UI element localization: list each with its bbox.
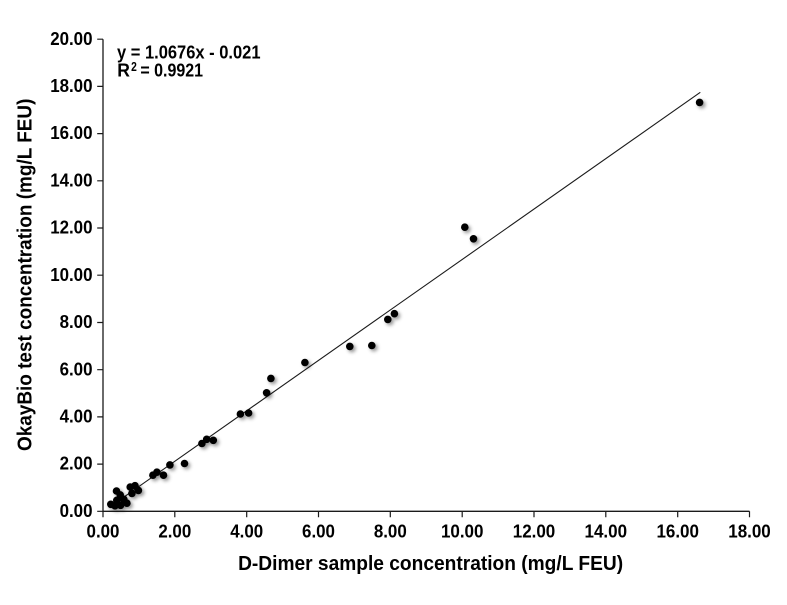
- svg-text:4.00: 4.00: [60, 406, 93, 427]
- svg-text:0.00: 0.00: [87, 521, 120, 542]
- svg-text:20.00: 20.00: [50, 28, 92, 49]
- svg-text:14.00: 14.00: [585, 521, 628, 542]
- svg-text:OkayBio test concentration (mg: OkayBio test concentration (mg/L FEU): [15, 99, 37, 452]
- svg-text:R: R: [117, 60, 130, 81]
- svg-text:2.00: 2.00: [60, 453, 93, 474]
- svg-text:2.00: 2.00: [158, 521, 191, 542]
- svg-text:18.00: 18.00: [50, 75, 92, 96]
- svg-text:10.00: 10.00: [441, 521, 484, 542]
- svg-text:14.00: 14.00: [50, 169, 92, 190]
- svg-text:y = 1.0676x - 0.021: y = 1.0676x - 0.021: [117, 41, 261, 62]
- svg-text:= 0.9921: = 0.9921: [140, 60, 203, 81]
- svg-text:2: 2: [131, 60, 137, 74]
- svg-text:16.00: 16.00: [50, 122, 92, 143]
- svg-text:16.00: 16.00: [656, 521, 699, 542]
- svg-text:8.00: 8.00: [60, 311, 93, 332]
- svg-text:12.00: 12.00: [50, 217, 92, 238]
- svg-text:6.00: 6.00: [60, 358, 93, 379]
- svg-text:8.00: 8.00: [374, 521, 407, 542]
- svg-text:0.00: 0.00: [60, 500, 93, 521]
- svg-text:18.00: 18.00: [728, 521, 771, 542]
- svg-text:10.00: 10.00: [50, 264, 92, 285]
- svg-text:D-Dimer sample concentration (: D-Dimer sample concentration (mg/L FEU): [238, 553, 623, 575]
- svg-text:12.00: 12.00: [513, 521, 556, 542]
- svg-text:6.00: 6.00: [302, 521, 335, 542]
- svg-text:4.00: 4.00: [230, 521, 263, 542]
